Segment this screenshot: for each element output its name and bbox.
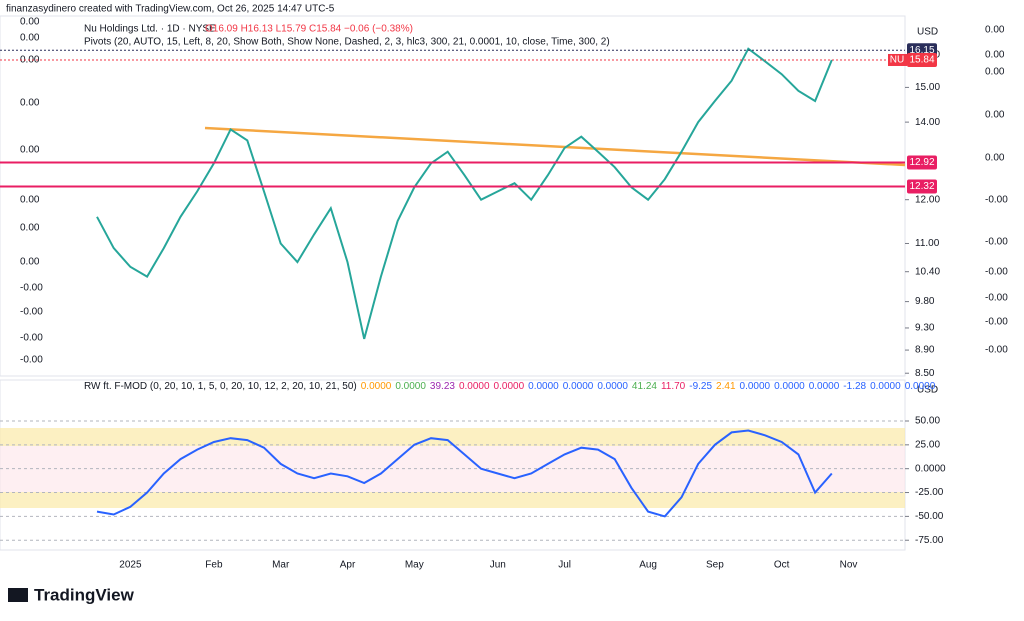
x-tick-label: 2025	[119, 560, 142, 571]
legend-value: 0.0000	[395, 381, 426, 392]
legend-value: 0.0000	[809, 381, 840, 392]
x-tick-label: Aug	[639, 560, 657, 571]
currency: USD	[917, 27, 938, 38]
legend-value: 0.0000	[528, 381, 559, 392]
trend-line	[204, 126, 906, 167]
x-tick-label: Nov	[840, 560, 858, 571]
right-scale-label: 0.00	[985, 25, 1005, 36]
right-scale-label: -0.00	[985, 237, 1008, 248]
right-scale-label: -0.00	[985, 195, 1008, 206]
x-tick-label: Apr	[340, 560, 356, 571]
y-tick-label: 8.50	[915, 368, 935, 379]
ohlc: O16.09 H16.13 L15.79 C15.84 −0.06 (−0.38…	[205, 24, 413, 35]
y-tick-label: 9.80	[915, 296, 935, 307]
price-label-box	[907, 179, 937, 194]
y-tick-label: 10.40	[915, 266, 940, 277]
legend-value: 0.0000	[563, 381, 594, 392]
y-tick-label: 8.90	[915, 345, 935, 356]
legend-value: 0.0000	[905, 381, 936, 392]
legend-value: 0.0000	[740, 381, 771, 392]
symbol: Nu Holdings Ltd. · 1D · NYSE	[84, 24, 216, 35]
symbol-tag	[888, 53, 907, 66]
x-tick-label: Jun	[490, 560, 506, 571]
symbol-tag-label: NU	[890, 55, 904, 66]
legend-value: 0.0000	[361, 381, 392, 392]
y-tick-label: 11.00	[915, 238, 940, 249]
x-tick-label: Oct	[774, 560, 790, 571]
upper-band	[0, 428, 905, 446]
x-tick-label: Jul	[558, 560, 571, 571]
currency: USD	[917, 385, 938, 396]
x-tick-label: Feb	[205, 560, 223, 571]
legend-value: 11.70	[661, 381, 686, 392]
legend-value: 0.0000	[494, 381, 525, 392]
legend-value: 41.24	[632, 381, 657, 392]
right-scale-label: -0.00	[985, 293, 1008, 304]
series-line	[96, 47, 833, 340]
left-scale-label: 0.00	[20, 145, 40, 156]
credit: finanzasydinero created with TradingView…	[6, 4, 335, 15]
price-pane	[0, 15, 906, 377]
logo	[8, 588, 28, 602]
brand: TradingView	[34, 585, 135, 604]
y-tick-label: -25.00	[915, 487, 944, 498]
left-scale-label: 0.00	[20, 195, 40, 206]
left-scale-label: 0.00	[20, 257, 40, 268]
x-tick-label: Mar	[272, 560, 290, 571]
left-scale-label: -0.00	[20, 333, 43, 344]
price-label-box	[907, 155, 937, 170]
price-label: 12.92	[909, 157, 934, 168]
right-scale-label: 0.00	[985, 67, 1005, 78]
y-tick-label: 12.00	[915, 194, 940, 205]
price-label: 12.32	[909, 181, 934, 192]
series-line	[96, 429, 833, 518]
legend-value: 39.23	[430, 381, 455, 392]
y-tick-label: 9.30	[915, 323, 935, 334]
left-scale-label: 0.00	[20, 17, 40, 28]
left-scale-label: 0.00	[20, 33, 40, 44]
y-tick-label: 50.00	[915, 416, 940, 427]
y-tick-label: -75.00	[915, 535, 944, 546]
right-scale-label: 0.00	[985, 153, 1005, 164]
legend-value: 2.41	[716, 381, 736, 392]
x-tick-label: May	[405, 560, 424, 571]
y-tick-label: 15.00	[915, 82, 940, 93]
legend-value: 0.0000	[774, 381, 805, 392]
left-scale-label: 0.00	[20, 223, 40, 234]
pivots-legend: Pivots (20, AUTO, 15, Left, 8, 20, Show …	[84, 37, 610, 48]
right-scale-label: -0.00	[985, 267, 1008, 278]
oscillator-legend: RW ft. F-MOD (0, 20, 10, 1, 5, 0, 20, 10…	[84, 381, 936, 392]
legend-value: 0.0000	[597, 381, 628, 392]
y-tick-label: -50.00	[915, 511, 944, 522]
right-scale-label: 0.00	[985, 50, 1005, 61]
legend-value: -1.28	[843, 381, 866, 392]
right-scale-label: -0.00	[985, 345, 1008, 356]
y-tick-label: 14.00	[915, 117, 940, 128]
legend-value: 0.0000	[870, 381, 901, 392]
price-label-box	[907, 52, 937, 67]
x-tick-label: Sep	[706, 560, 724, 571]
left-scale-label: -0.00	[20, 355, 43, 366]
legend-value: 0.0000	[459, 381, 490, 392]
legend-value: -9.25	[689, 381, 712, 392]
left-scale-label: -0.00	[20, 307, 43, 318]
price-label: 16.15	[909, 45, 934, 56]
right-scale-label: -0.00	[985, 317, 1008, 328]
left-scale-label: -0.00	[20, 283, 43, 294]
left-scale-label: 0.00	[20, 98, 40, 109]
oscillator-title: RW ft. F-MOD (0, 20, 10, 1, 5, 0, 20, 10…	[84, 381, 357, 392]
y-tick-label: 25.00	[915, 439, 940, 450]
price-label: 15.84	[909, 55, 934, 66]
right-scale-label: 0.00	[985, 110, 1005, 121]
lower-band	[0, 492, 905, 508]
y-tick-label: 0.0000	[915, 463, 946, 474]
